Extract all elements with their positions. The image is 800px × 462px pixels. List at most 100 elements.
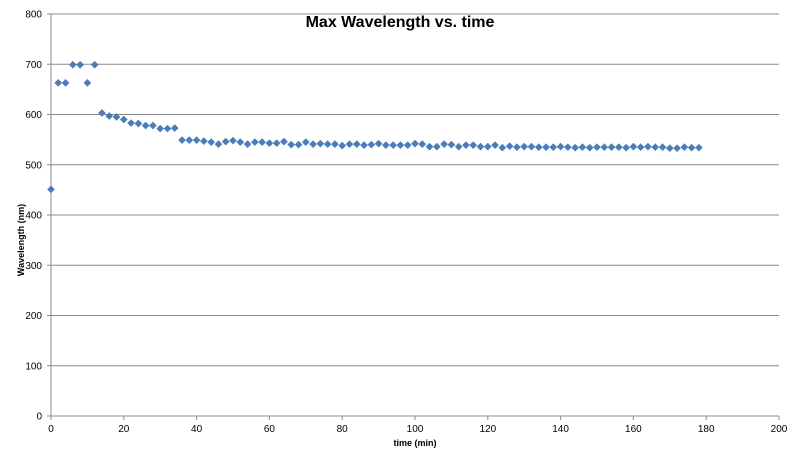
data-point (229, 136, 237, 145)
data-point (178, 136, 186, 145)
x-tick-label: 100 (407, 424, 424, 435)
data-point (163, 124, 172, 133)
data-point (243, 140, 252, 149)
data-point (207, 138, 216, 147)
data-point (520, 142, 529, 151)
y-tick-label: 400 (25, 211, 42, 222)
data-point (105, 112, 114, 120)
data-point (331, 140, 339, 149)
data-point (636, 143, 645, 152)
data-point (563, 143, 572, 152)
y-tick-label: 300 (25, 261, 42, 272)
data-point (265, 139, 274, 148)
data-point (629, 142, 638, 151)
data-point (360, 141, 368, 150)
data-point (542, 143, 550, 152)
data-point (651, 143, 660, 152)
x-tick-label: 120 (479, 424, 496, 435)
data-point (352, 140, 361, 149)
x-tick-label: 40 (191, 424, 203, 435)
data-point (600, 143, 609, 152)
data-point (593, 143, 601, 152)
data-point (367, 140, 376, 149)
y-tick-label: 500 (25, 160, 42, 171)
data-points (47, 60, 703, 194)
x-tick-label: 80 (337, 424, 349, 435)
data-point (491, 141, 499, 150)
x-tick-label: 20 (118, 424, 130, 435)
data-point (381, 141, 390, 150)
data-point (483, 142, 492, 151)
data-point (432, 142, 441, 151)
axes (47, 13, 780, 420)
y-tick-label: 200 (25, 311, 42, 322)
data-point (272, 139, 281, 148)
data-point (309, 140, 317, 149)
y-tick-label: 600 (25, 110, 42, 121)
data-point (119, 115, 128, 124)
data-point (527, 142, 536, 151)
data-point (287, 140, 296, 149)
y-tick-label: 700 (25, 60, 42, 71)
data-point (90, 60, 99, 69)
x-tick-label: 180 (698, 424, 715, 435)
data-point (403, 141, 412, 150)
data-point (673, 144, 681, 153)
data-point (54, 78, 63, 87)
data-point (280, 137, 288, 146)
data-point (156, 124, 165, 133)
x-axis-label: time (min) (393, 438, 436, 448)
data-point (185, 136, 194, 145)
data-point (374, 139, 383, 148)
data-point (68, 60, 77, 69)
data-point (250, 138, 259, 147)
x-tick-label: 0 (48, 424, 54, 435)
data-point (127, 119, 135, 127)
x-tick-label: 200 (771, 424, 788, 435)
data-point (199, 137, 208, 146)
data-point (396, 141, 405, 150)
data-point (338, 141, 347, 150)
x-tick-label: 60 (264, 424, 276, 435)
data-point (418, 140, 427, 149)
data-point (505, 142, 514, 151)
data-point (301, 138, 310, 147)
data-point (462, 141, 470, 150)
data-point (98, 109, 106, 117)
data-point (695, 143, 703, 152)
data-point (83, 78, 92, 87)
data-point (112, 113, 121, 121)
y-tick-label: 0 (36, 412, 42, 423)
data-point (614, 143, 623, 152)
data-point (294, 140, 303, 149)
data-point (236, 138, 245, 147)
data-point (585, 143, 594, 152)
chart-title: Max Wavelength vs. time (306, 14, 495, 31)
data-point (680, 143, 689, 152)
data-point (498, 143, 507, 152)
data-point (687, 143, 696, 152)
data-point (607, 143, 616, 152)
data-point (447, 140, 456, 149)
tick-labels: 0 100 200 300 400 500 600 700 800 0 20 40 60 80 100 120… (25, 10, 787, 436)
data-point (170, 124, 179, 132)
data-point (323, 140, 332, 149)
data-point (214, 140, 223, 149)
data-point (469, 141, 478, 150)
data-point (61, 78, 70, 87)
data-point (665, 144, 674, 153)
y-tick-label: 800 (25, 10, 42, 21)
data-point (578, 143, 587, 152)
x-tick-label: 140 (552, 424, 569, 435)
data-point (513, 143, 521, 152)
data-point (411, 139, 419, 148)
data-point (258, 138, 267, 147)
data-point (47, 185, 55, 194)
data-point (476, 142, 485, 151)
data-point (134, 119, 143, 128)
data-point (141, 121, 150, 130)
gridlines (51, 13, 779, 367)
y-axis-label: Wavelength (nm) (16, 204, 26, 276)
x-tick-label: 160 (625, 424, 642, 435)
